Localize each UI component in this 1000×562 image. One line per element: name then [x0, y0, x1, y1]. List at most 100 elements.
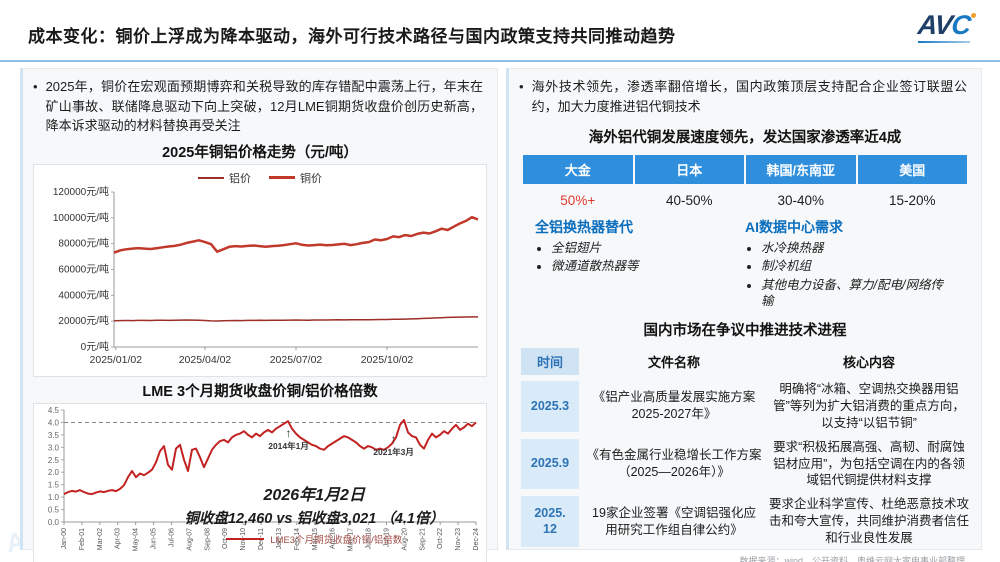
- svg-text:May-17: May-17: [348, 527, 355, 550]
- legend-aluminum-label: 铝价: [229, 172, 251, 185]
- left-bullet-text: 2025年，铜价在宏观面预期博弈和关税导致的库存错配中震荡上行，年末在矿山事故、…: [45, 79, 483, 133]
- table1-header-usa: 美国: [857, 155, 967, 184]
- header-doc: 文件名称: [647, 355, 700, 370]
- svg-text:3.5: 3.5: [48, 430, 60, 439]
- heat-exchanger-title: 全铝换热器替代: [535, 219, 633, 235]
- tech-columns: 全铝换热器替代 全铝翅片 微通道散热器等 AI数据中心需求 水冷换热器 制冷机组…: [535, 217, 955, 311]
- policy-table: 时间 文件名称 核心内容 2025.3 《铝产业高质量发展实施方案2025-20…: [521, 348, 969, 547]
- svg-text:0元/吨: 0元/吨: [81, 340, 109, 353]
- svg-text:Nov-23: Nov-23: [455, 527, 462, 550]
- svg-text:Feb-01: Feb-01: [79, 527, 86, 549]
- page-title: 成本变化：铜价上浮成为降本驱动，海外可行技术路径与国内政策支持共同推动趋势: [28, 27, 676, 46]
- svg-text:Sep-08: Sep-08: [204, 527, 211, 550]
- svg-text:Dec-24: Dec-24: [473, 527, 480, 550]
- row-doc: 19家企业签署《空调铝强化应用研究工作组自律公约》: [592, 505, 756, 537]
- svg-text:Apr-03: Apr-03: [115, 527, 122, 548]
- svg-text:80000元/吨: 80000元/吨: [58, 236, 109, 249]
- list-item: 其他电力设备、算力/配电/网络传输: [761, 277, 955, 310]
- svg-text:Aug-07: Aug-07: [186, 527, 193, 550]
- header-time: 时间: [521, 348, 579, 375]
- list-item: 微通道散热器等: [551, 258, 745, 274]
- overseas-table-title: 海外铝代铜发展速度领先，发达国家渗透率近4成: [588, 130, 902, 146]
- svg-text:2025/07/02: 2025/07/02: [270, 354, 323, 366]
- ai-datacenter-list: 水冷换热器 制冷机组 其他电力设备、算力/配电/网络传输: [745, 240, 955, 309]
- svg-text:4.0: 4.0: [48, 418, 60, 427]
- table-row: 2025.3 《铝产业高质量发展实施方案2025-2027年》 明确将“冰箱、空…: [521, 381, 969, 432]
- row-content: 要求企业科学宣传、杜绝恶意技术攻击和夸大宣传，共同维护消费者信任和行业良性发展: [769, 497, 970, 545]
- row-content: 要求“积极拓展高强、高韧、耐腐蚀铝材应用”，为包括空调在内的各领域铝代铜提供材料…: [773, 439, 965, 488]
- table1-value-usa: 15-20%: [888, 193, 936, 208]
- price-chart-legend: 铝价 铜价: [34, 165, 486, 186]
- table-row: 2025.9 《有色金属行业稳增长工作方案（2025—2026年）》 要求“积极…: [521, 438, 969, 490]
- svg-text:Nov-10: Nov-10: [240, 527, 247, 550]
- list-item: 水冷换热器: [761, 240, 955, 256]
- list-item: 制冷机组: [761, 258, 955, 274]
- svg-text:Oct-09: Oct-09: [222, 527, 229, 548]
- svg-text:0.0: 0.0: [48, 518, 60, 527]
- logo-dot-icon: [970, 13, 977, 18]
- right-bullet: • 海外技术领先，渗透率翻倍增长，国内政策顶层支持配合企业签订联盟公约，加大力度…: [509, 69, 981, 118]
- legend-aluminum: 铝价: [198, 170, 251, 186]
- domestic-table-title: 国内市场在争议中推进技术进程: [643, 323, 847, 339]
- bullet-icon: •: [33, 79, 38, 94]
- svg-text:2014年1月: 2014年1月: [268, 440, 309, 450]
- svg-text:Jun-05: Jun-05: [151, 527, 158, 549]
- svg-text:May-04: May-04: [133, 527, 140, 550]
- svg-text:100000元/吨: 100000元/吨: [53, 210, 109, 223]
- svg-text:1.5: 1.5: [48, 480, 60, 489]
- table1-header-korea: 韩国/东南亚: [746, 155, 856, 184]
- logo-underline: [917, 41, 970, 43]
- ai-datacenter-title: AI数据中心需求: [745, 219, 843, 235]
- svg-text:1.0: 1.0: [48, 493, 60, 502]
- legend-copper: 铜价: [269, 170, 322, 186]
- data-source-note: 数据来源：wind，公开资料，奥维云网大家电事业部整理: [739, 555, 965, 562]
- avc-logo-text: AVC: [916, 10, 977, 40]
- avc-logo: AVC: [916, 10, 977, 43]
- svg-text:0.5: 0.5: [48, 505, 60, 514]
- title-divider: [0, 60, 1000, 62]
- list-item: 全铝翅片: [551, 240, 745, 256]
- policy-table-header: 时间 文件名称 核心内容: [521, 348, 969, 375]
- svg-text:Dec-11: Dec-11: [258, 527, 265, 549]
- svg-text:Feb-14: Feb-14: [294, 527, 301, 549]
- row-time: 2025.3: [521, 381, 579, 432]
- slide-header: 成本变化：铜价上浮成为降本驱动，海外可行技术路径与国内政策支持共同推动趋势 AV…: [0, 0, 1000, 60]
- svg-text:Mar-15: Mar-15: [312, 527, 319, 549]
- ratio-chart-title: LME 3个月期货收盘价铜/铝价格倍数: [142, 383, 378, 400]
- svg-text:Apr-16: Apr-16: [330, 527, 337, 548]
- svg-text:2.0: 2.0: [48, 468, 60, 477]
- bullet-icon: •: [519, 79, 524, 94]
- left-bullet: • 2025年，铜价在宏观面预期博弈和关税导致的库存错配中震荡上行，年末在矿山事…: [23, 69, 497, 138]
- heat-exchanger-column: 全铝换热器替代 全铝翅片 微通道散热器等: [535, 217, 745, 311]
- copper-line-swatch: [269, 176, 295, 179]
- penetration-table: 大金 日本 韩国/东南亚 美国 50%+ 40-50% 30-40% 15-20…: [523, 155, 967, 209]
- ai-datacenter-column: AI数据中心需求 水冷换热器 制冷机组 其他电力设备、算力/配电/网络传输: [745, 217, 955, 311]
- left-panel: • 2025年，铜价在宏观面预期博弈和关税导致的库存错配中震荡上行，年末在矿山事…: [20, 68, 498, 562]
- price-trend-svg: 0元/吨 20000元/吨 40000元/吨 60000元/吨 80000元/吨 1000…: [53, 185, 479, 366]
- svg-text:3.0: 3.0: [48, 443, 60, 452]
- svg-text:Mar-02: Mar-02: [97, 527, 104, 549]
- aluminum-line-swatch: [198, 176, 224, 179]
- table1-value-daikin: 50%+: [560, 193, 596, 208]
- row-time: 2025. 12: [521, 496, 579, 547]
- heat-exchanger-list: 全铝翅片 微通道散热器等: [535, 240, 745, 275]
- row-doc: 《有色金属行业稳增长工作方案（2025—2026年）》: [586, 448, 762, 479]
- svg-text:2025/04/02: 2025/04/02: [179, 354, 232, 366]
- row-time: 2025.9: [521, 438, 579, 490]
- price-trend-chart: 铝价 铜价 0元/吨 20000元/吨 40000元/吨 60000元/吨 80000元…: [33, 163, 487, 377]
- ratio-chart-svg: 0.0 0.5 1.0 1.5 2.0 2.5 3.0 3.5 4.0 4.5 Jan-00 Feb-…: [48, 406, 480, 551]
- svg-text:Jun-18: Jun-18: [366, 527, 373, 549]
- svg-text:Jan-13: Jan-13: [276, 527, 283, 549]
- svg-text:2.5: 2.5: [48, 455, 60, 464]
- table1-value-korea: 30-40%: [777, 193, 825, 208]
- svg-text:60000元/吨: 60000元/吨: [58, 262, 109, 275]
- right-panel: • 海外技术领先，渗透率翻倍增长，国内政策顶层支持配合企业签订联盟公约，加大力度…: [506, 68, 982, 562]
- svg-text:4.5: 4.5: [48, 406, 60, 415]
- table1-value-japan: 40-50%: [665, 193, 713, 208]
- price-chart-title: 2025年铜铝价格走势（元/吨）: [162, 144, 358, 161]
- logo-c: C: [949, 10, 972, 40]
- svg-text:Jan-00: Jan-00: [61, 527, 68, 549]
- svg-text:40000元/吨: 40000元/吨: [58, 288, 109, 301]
- logo-av: AV: [916, 10, 954, 40]
